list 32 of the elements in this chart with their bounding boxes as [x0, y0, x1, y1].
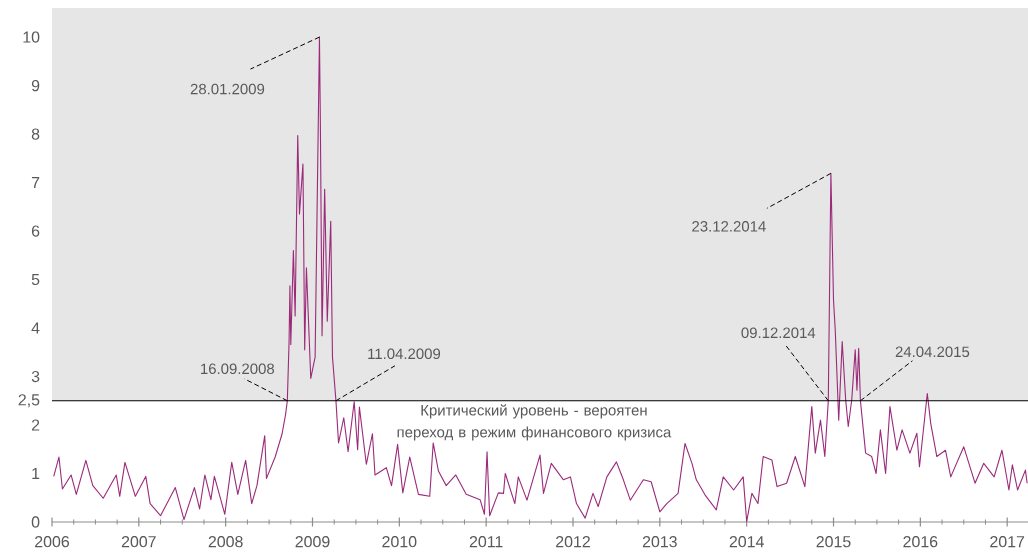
annotation: 24.04.2015	[895, 346, 970, 358]
x-tick-label: 2013	[642, 536, 677, 548]
x-tick-label: 2007	[121, 536, 156, 548]
annotation: 16.09.2008	[201, 363, 275, 375]
line-series	[53, 36, 1028, 523]
x-tick-label: 2009	[295, 536, 330, 548]
ref-line-label: Критический уровень - вероятен переход в режим финансового кризиса	[397, 404, 672, 441]
annotation: 11.04.2009	[368, 348, 441, 360]
y-tick-label: 7	[31, 177, 40, 189]
y-tick-label: 10	[23, 31, 40, 43]
annotation: 28.01.2009	[190, 83, 265, 95]
y-tick-label: 4	[31, 322, 40, 334]
x-tick-label: 2012	[556, 536, 590, 548]
y-tick-label: 9	[31, 79, 40, 92]
x-tick-label: 2014	[729, 536, 764, 548]
x-tick-label: 2017	[990, 536, 1025, 548]
x-tick-label: 2010	[382, 536, 417, 548]
annotation: 09.12.2014	[741, 327, 816, 339]
x-tick-label: 2015	[816, 536, 851, 548]
y-tick-label: 2	[31, 419, 40, 431]
x-tick-label: 2016	[903, 536, 938, 548]
y-tick-label: 5	[31, 273, 40, 286]
y-tick-label: 3	[31, 370, 40, 383]
x-tick-label: 2006	[35, 536, 70, 548]
y-tick-label: 1	[32, 468, 40, 479]
annotation: 23.12.2014	[692, 221, 766, 232]
y-tick-label: 2,5	[18, 394, 40, 408]
y-tick-label: 6	[31, 225, 40, 237]
y-tick-label: 8	[31, 128, 40, 140]
x-tick-label: 2011	[469, 536, 503, 548]
x-tick-label: 2008	[208, 536, 243, 548]
y-tick-label: 0	[31, 516, 40, 528]
